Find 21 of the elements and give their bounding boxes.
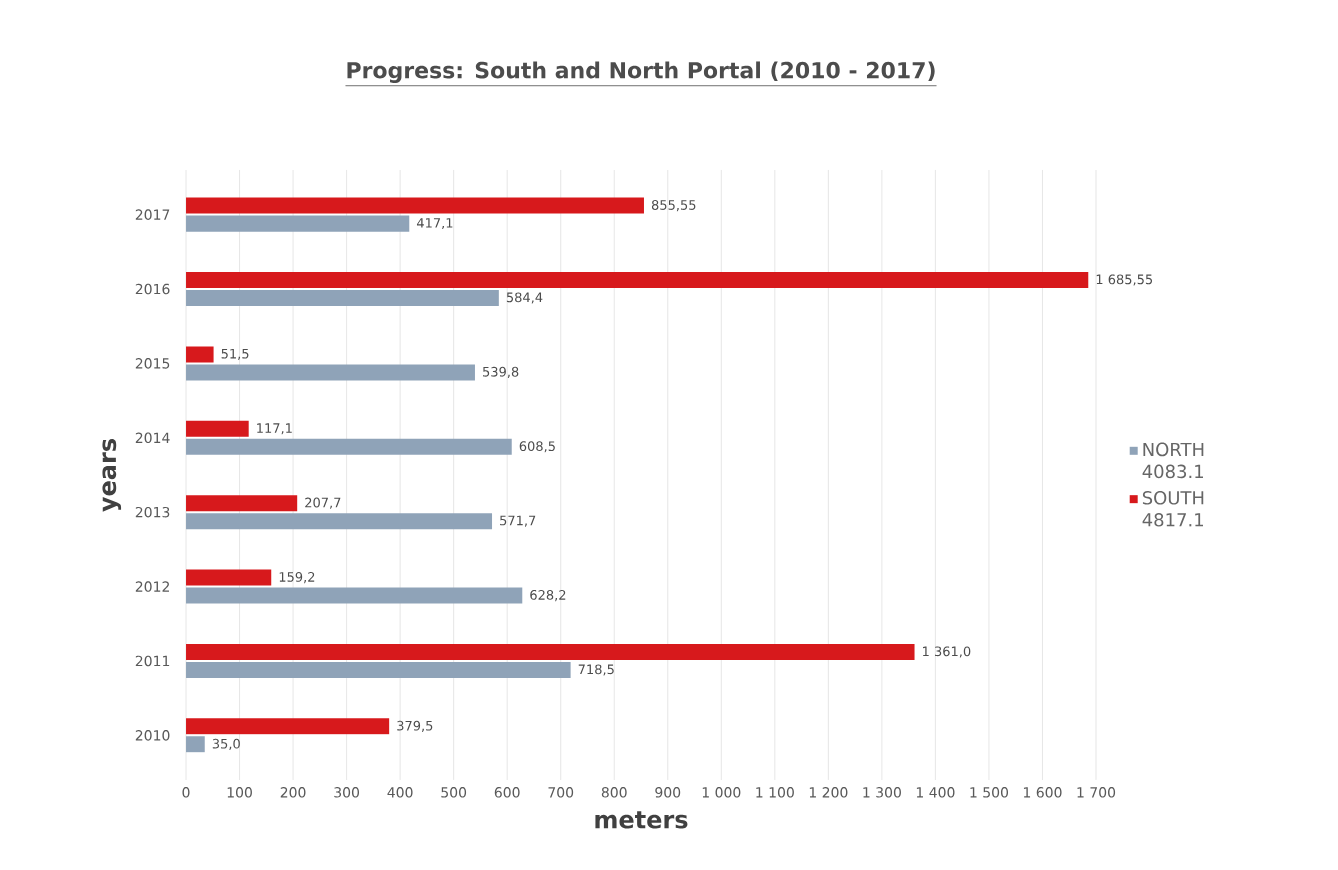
bar xyxy=(186,215,410,232)
bar xyxy=(186,736,205,753)
bar xyxy=(186,569,272,586)
bar xyxy=(186,661,571,678)
bar xyxy=(186,513,493,530)
bar xyxy=(186,587,523,604)
x-axis-title: meters xyxy=(595,811,688,829)
y-axis-title: years xyxy=(102,439,122,512)
chart-title: Progress: South and North Portal (2010 - 2017) xyxy=(347,61,935,83)
bar xyxy=(186,290,499,307)
bar xyxy=(186,364,475,381)
bar xyxy=(186,420,249,437)
bar xyxy=(186,495,298,512)
bar xyxy=(186,718,390,735)
bar xyxy=(186,197,644,214)
bar xyxy=(186,272,1089,289)
legend-label: NORTH 4083.1 xyxy=(1142,442,1204,479)
legend-label: SOUTH 4817.1 xyxy=(1142,490,1204,527)
bar xyxy=(186,438,512,455)
bar xyxy=(186,643,915,660)
bar xyxy=(186,346,214,363)
